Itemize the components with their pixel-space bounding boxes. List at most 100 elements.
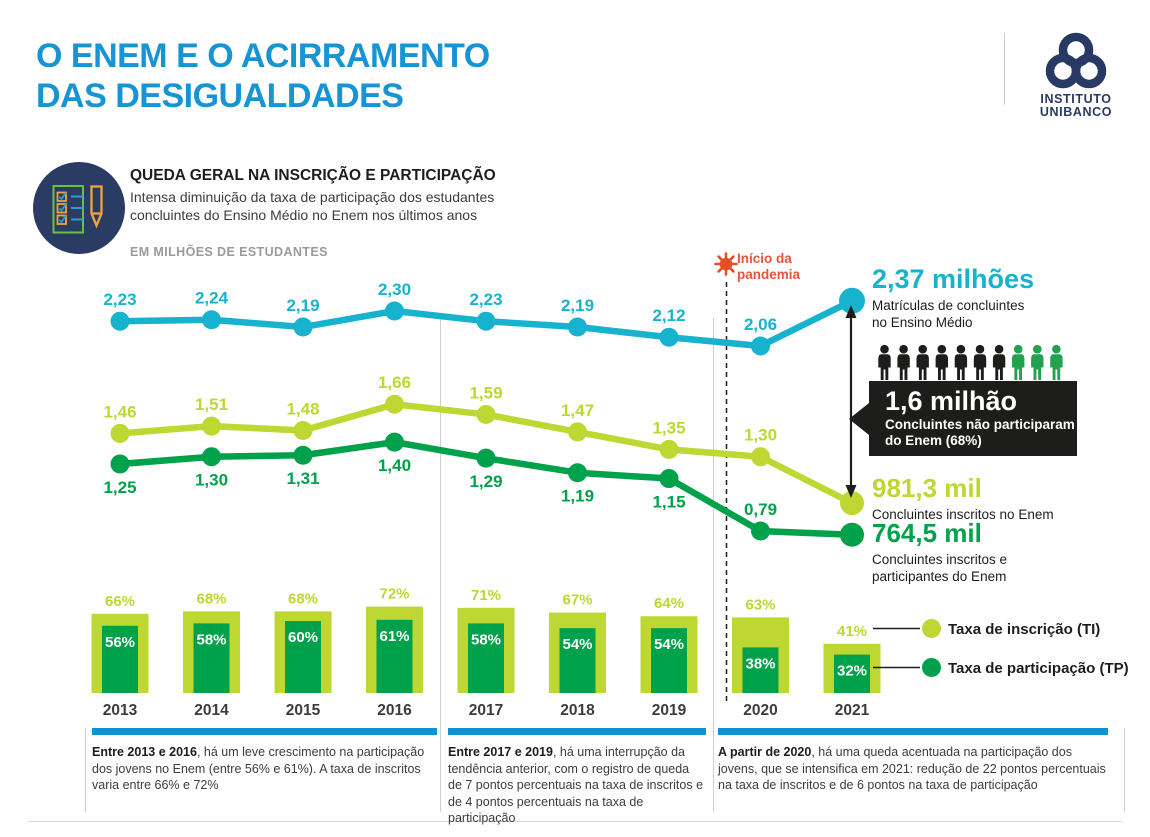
person-icon <box>992 344 1006 380</box>
section-description-line-2: concluintes do Ensino Médio no Enem nos … <box>130 207 478 223</box>
callout-enrolled-value: 2,37 milhões <box>872 264 1035 294</box>
point-label: 1,25 <box>103 478 136 497</box>
footnote-bar <box>718 728 1108 735</box>
footnote-2013-2016: Entre 2013 e 2016, há um leve cresciment… <box>92 728 437 794</box>
bar-ti-label: 63% <box>745 596 775 613</box>
data-point <box>568 422 587 442</box>
logo-line-2: UNIBANCO <box>1039 105 1113 119</box>
year-label: 2019 <box>652 702 687 719</box>
bar-participacao <box>742 647 779 693</box>
callout-enrolled-desc: Matrículas de concluintes no Ensino Médi… <box>872 297 1034 331</box>
callout-inscribed-desc: Concluintes inscritos no Enem <box>872 507 1054 522</box>
footnote-lead: Entre 2013 e 2016 <box>92 745 197 759</box>
data-point <box>659 469 679 489</box>
bar-participacao <box>834 654 870 693</box>
point-label: 2,06 <box>744 315 777 334</box>
bar-participacao <box>559 628 596 693</box>
person-icon <box>954 344 968 380</box>
point-label: 1,30 <box>195 471 228 490</box>
footnote-rest: , há uma interrupção da tendência anteri… <box>448 745 704 825</box>
data-point <box>385 394 404 414</box>
person-icon <box>916 344 929 380</box>
callout-participants-desc-1: Concluintes inscritos e <box>872 552 1008 567</box>
point-label: 1,35 <box>652 418 685 437</box>
point-label: 1,31 <box>286 469 319 488</box>
callout-inscribed: 981,3 mil Concluintes inscritos no Enem <box>872 473 1054 523</box>
bar-tp-label: 58% <box>196 631 226 648</box>
legend-tp-label: Taxa de participação (TP) <box>948 660 1129 677</box>
bar-tp-label: 54% <box>654 636 684 653</box>
point-label: 1,40 <box>378 456 411 475</box>
point-label: 1,30 <box>744 426 777 445</box>
footnote-2020: A partir de 2020, há uma queda acentuada… <box>718 728 1108 794</box>
point-label: 2,19 <box>561 296 594 315</box>
point-label: 1,29 <box>469 472 502 491</box>
data-point <box>840 491 864 516</box>
callout-enrolled: 2,37 milhões Matrículas de concluintes n… <box>872 264 1034 331</box>
point-label: 1,46 <box>103 402 136 421</box>
data-point <box>293 445 313 465</box>
year-label: 2013 <box>103 702 138 719</box>
data-point <box>476 311 496 331</box>
callout-not-participated: 1,6 milhão Concluintes não participaram … <box>849 381 1077 456</box>
data-point <box>751 521 770 541</box>
point-label: 1,48 <box>286 399 319 418</box>
logo-line-1: INSTITUTO <box>1040 92 1112 106</box>
point-label: 2,24 <box>195 289 229 308</box>
year-label: 2014 <box>194 702 229 719</box>
footnote-bar <box>448 728 706 735</box>
virus-icon <box>714 252 738 276</box>
year-label: 2017 <box>469 702 503 719</box>
section-description: Intensa diminuição da taxa de participaç… <box>130 188 494 224</box>
year-label: 2020 <box>743 702 777 719</box>
bar-tp-label: 38% <box>745 655 775 672</box>
data-point <box>476 404 496 424</box>
bar-ti-label: 71% <box>471 587 501 604</box>
instituto-unibanco-logo: INSTITUTO UNIBANCO <box>1030 28 1122 119</box>
footnote-lead: A partir de 2020 <box>718 745 812 759</box>
footnote-2017-2019: Entre 2017 e 2019, há uma interrupção da… <box>448 728 706 827</box>
unit-label: EM MILHÕES DE ESTUDANTES <box>130 245 328 259</box>
year-label: 2016 <box>377 702 412 719</box>
title-line-2: DAS DESIGUALDADES <box>36 77 404 115</box>
callout-participants-value: 764,5 mil <box>872 518 982 548</box>
point-label: 2,12 <box>652 306 685 325</box>
bar-tp-label: 32% <box>837 663 867 680</box>
section-heading: QUEDA GERAL NA INSCRIÇÃO E PARTICIPAÇÃO <box>130 167 496 184</box>
person-icon <box>1031 344 1044 380</box>
footnote-text: A partir de 2020, há uma queda acentuada… <box>718 744 1108 794</box>
point-label: 1,47 <box>561 401 594 420</box>
pandemic-label: Início da pandemia <box>737 251 800 283</box>
data-point <box>568 317 587 337</box>
bar-ti-label: 72% <box>379 586 409 603</box>
checklist-pencil-icon <box>33 162 125 254</box>
callout-participants-desc-2: participantes do Enem <box>872 569 1007 584</box>
legend-tp-dot <box>922 658 941 677</box>
person-icon <box>878 344 891 380</box>
person-icon <box>1012 344 1025 380</box>
point-label: 1,66 <box>378 373 411 392</box>
point-label: 2,30 <box>378 280 411 299</box>
point-label: 1,59 <box>469 383 502 402</box>
legend-ti-label: Taxa de inscrição (TI) <box>948 621 1101 638</box>
data-point <box>659 327 679 347</box>
footnote-rest: , há um leve crescimento na participação… <box>92 745 425 792</box>
data-point <box>202 310 221 330</box>
point-label: 0,79 <box>744 500 777 519</box>
bar-tp-label: 54% <box>562 636 592 653</box>
year-label: 2021 <box>835 702 870 719</box>
person-icon <box>973 344 987 380</box>
pandemic-label-line-2: pandemia <box>737 267 801 282</box>
footnote-rest: , há uma queda acentuada na participação… <box>718 745 1106 792</box>
person-icon <box>935 344 948 380</box>
bar-tp-label: 58% <box>471 631 501 648</box>
callout-participants-desc: Concluintes inscritos e participantes do… <box>872 551 1007 585</box>
callout-participants: 764,5 mil Concluintes inscritos e partic… <box>872 518 1007 585</box>
section-description-line-1: Intensa diminuição da taxa de participaç… <box>130 189 495 205</box>
callout-enrolled-desc-1: Matrículas de concluintes <box>872 298 1025 313</box>
callout-enrolled-desc-2: no Ensino Médio <box>872 315 973 330</box>
logo-divider <box>1004 33 1005 105</box>
footnote-lead: Entre 2017 e 2019 <box>448 745 553 759</box>
